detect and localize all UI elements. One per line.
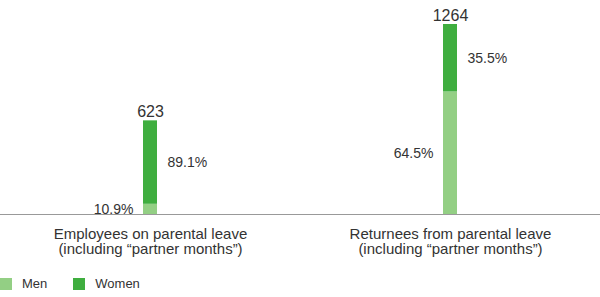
svg-text:35.5%: 35.5%	[468, 50, 508, 66]
svg-text:Employees on parental leave(in: Employees on parental leave(including “p…	[54, 225, 247, 257]
svg-text:1264: 1264	[433, 7, 469, 24]
svg-text:Returnees from parental leave(: Returnees from parental leave(including …	[350, 225, 552, 257]
html-text:Men: Men	[22, 276, 48, 291]
svg-text:623: 623	[137, 103, 164, 120]
html-text:Women: Women	[95, 276, 140, 291]
svg-text:64.5%: 64.5%	[394, 145, 434, 161]
svg-text:89.1%: 89.1%	[168, 154, 208, 170]
svg-text:10.9%: 10.9%	[94, 201, 134, 217]
